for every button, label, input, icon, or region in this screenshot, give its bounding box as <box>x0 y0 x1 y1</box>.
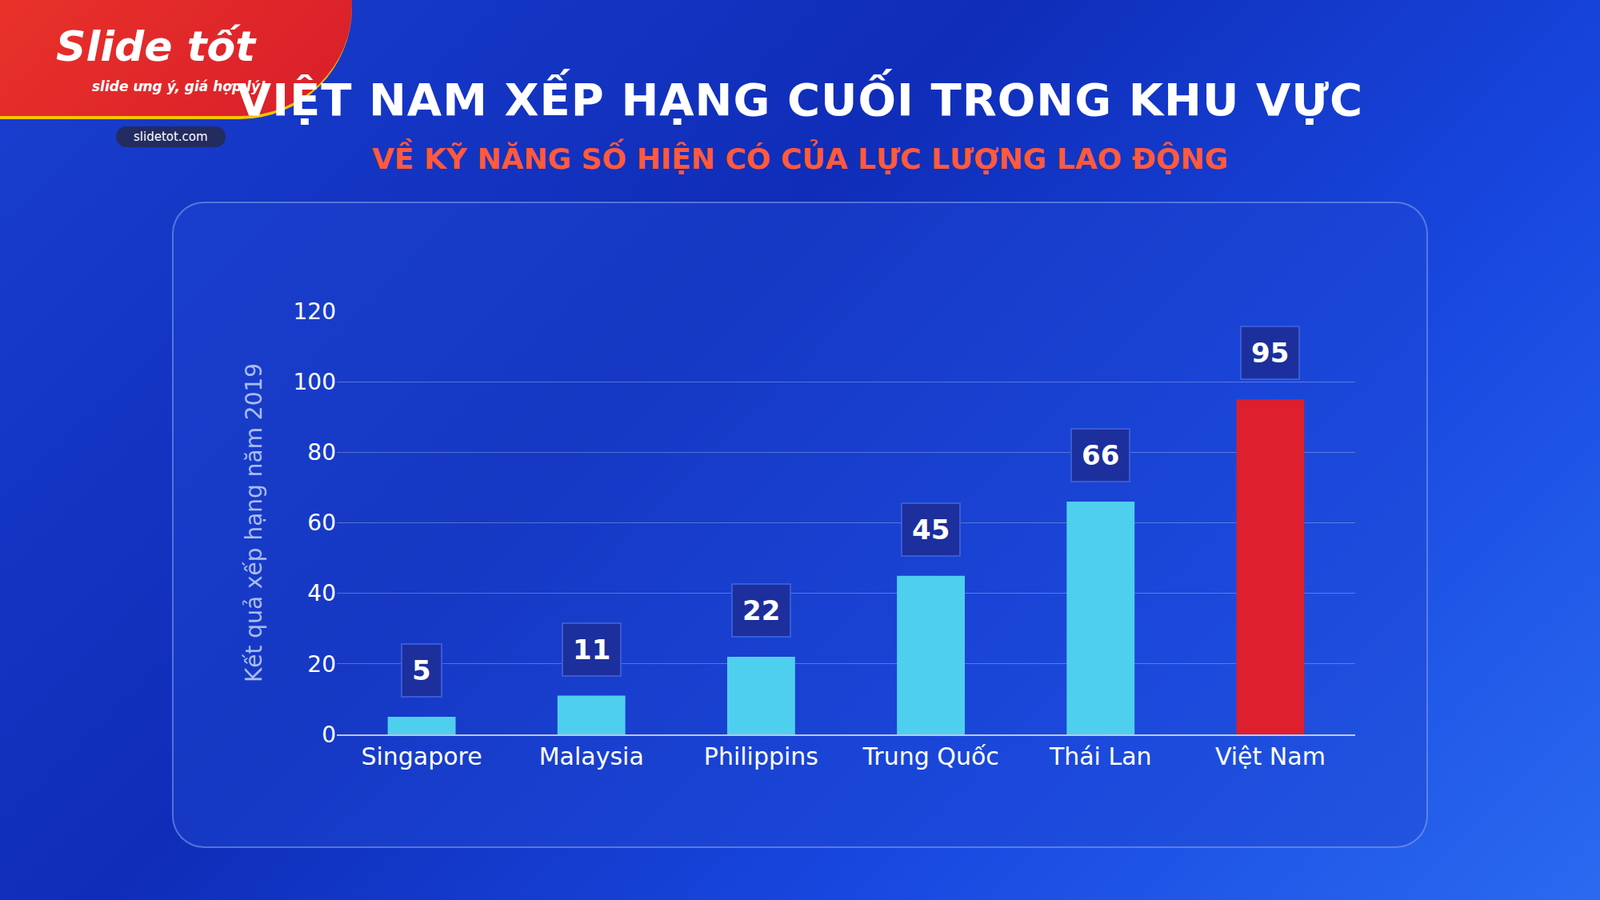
svg-text:22: 22 <box>742 594 780 627</box>
svg-text:95: 95 <box>1251 336 1289 369</box>
svg-text:11: 11 <box>572 633 611 666</box>
html-text:VIỆT NAM XẾP HẠNG CUỐI TRONG K: VIỆT NAM XẾP HẠNG CUỐI TRONG KHU VỰC <box>236 73 1364 126</box>
svg-text:100: 100 <box>293 368 336 396</box>
html-text:Slide tốt: Slide tốt <box>56 22 256 71</box>
svg-text:20: 20 <box>307 651 336 678</box>
svg-text:5: 5 <box>412 654 432 687</box>
svg-text:Philippins: Philippins <box>704 742 819 771</box>
svg-text:Singapore: Singapore <box>360 742 482 771</box>
html-text:VỀ KỸ NĂNG SỐ HIỆN CÓ CỦA LỰC: VỀ KỸ NĂNG SỐ HIỆN CÓ CỦA LỰC LƯỢNG LAO … <box>371 142 1229 176</box>
svg-text:80: 80 <box>307 439 336 466</box>
svg-text:45: 45 <box>912 513 950 546</box>
svg-text:66: 66 <box>1081 439 1120 472</box>
svg-text:Việt Nam: Việt Nam <box>1215 742 1326 771</box>
html-text:slidetot.com: slidetot.com <box>133 129 208 144</box>
svg-text:Kết quả xếp hạng năm 2019: Kết quả xếp hạng năm 2019 <box>240 363 268 683</box>
html-text:slide ưng ý, giá hợp lý!: slide ưng ý, giá hợp lý! <box>92 78 267 95</box>
svg-text:Thái Lan: Thái Lan <box>1048 742 1152 771</box>
svg-text:60: 60 <box>307 509 336 536</box>
svg-text:40: 40 <box>307 580 336 607</box>
svg-text:Trung Quốc: Trung Quốc <box>861 742 999 771</box>
svg-text:Malaysia: Malaysia <box>539 742 644 771</box>
svg-text:120: 120 <box>293 298 336 325</box>
svg-text:0: 0 <box>321 721 336 748</box>
